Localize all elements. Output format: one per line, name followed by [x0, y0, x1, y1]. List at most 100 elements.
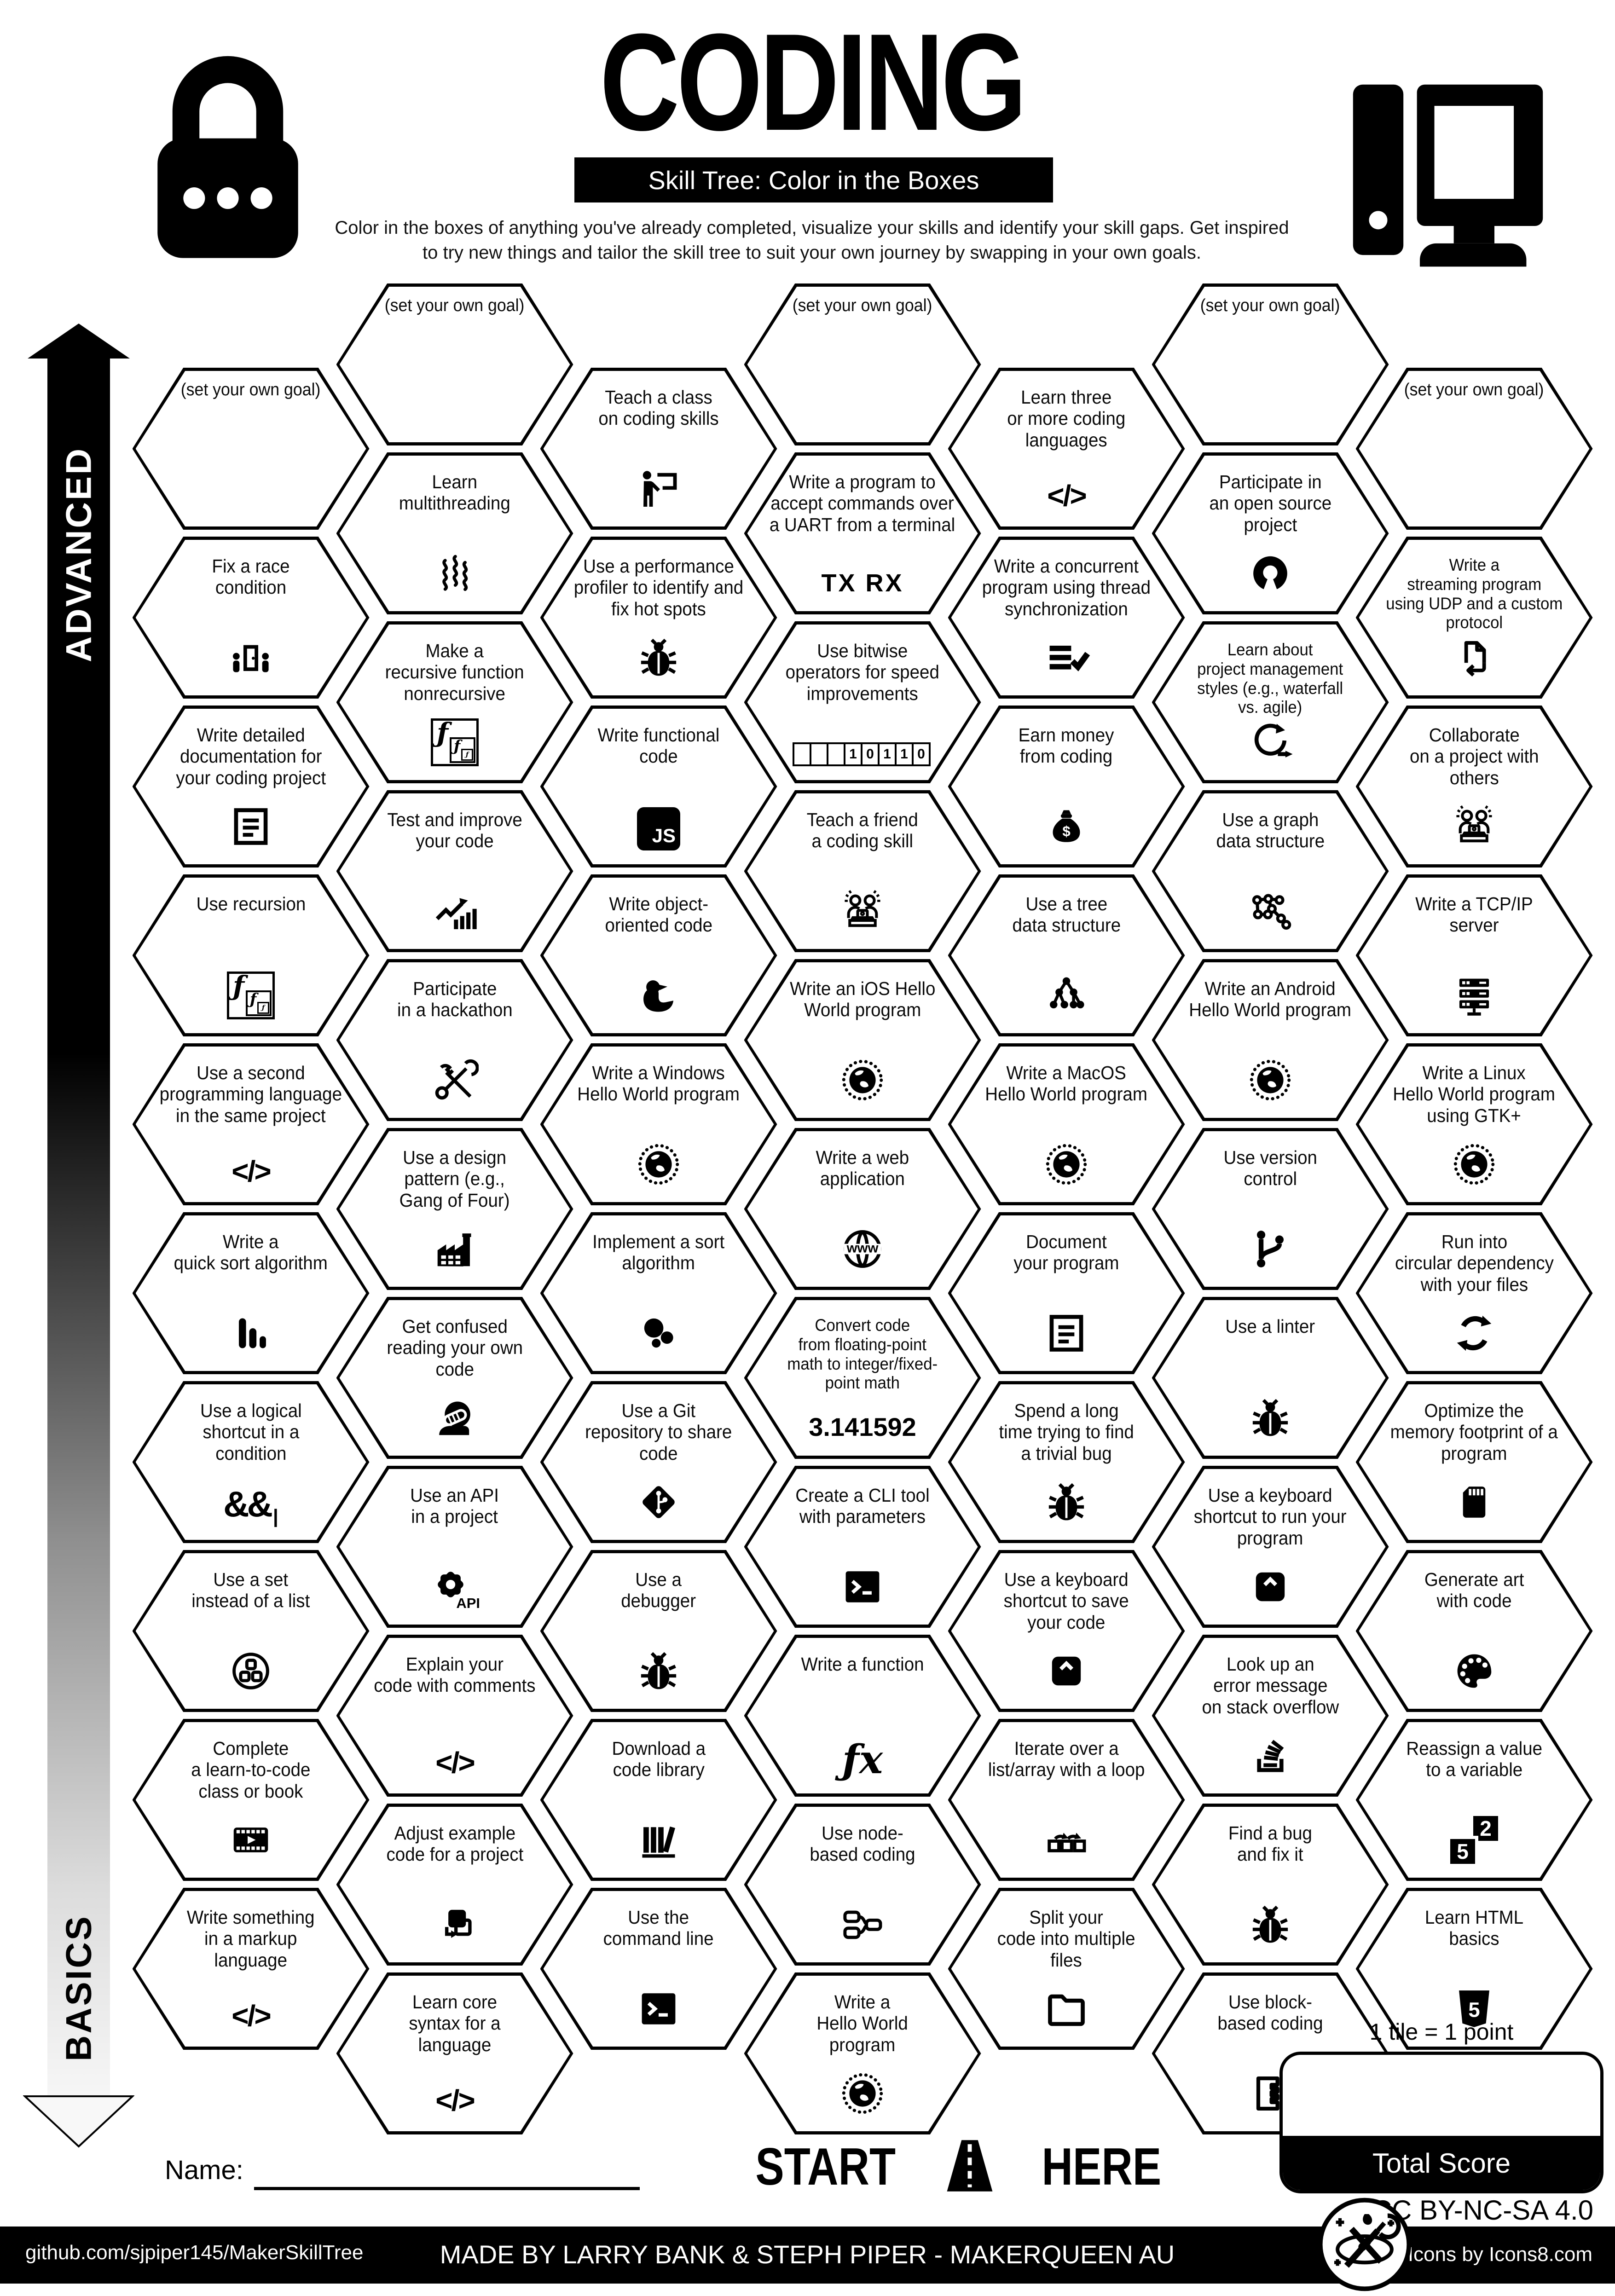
- hex-label: Use a keyboard shortcut to run your prog…: [1193, 1485, 1347, 1549]
- hex-label: (set your own goal): [1404, 380, 1544, 399]
- skill-hex[interactable]: Document your program: [948, 1212, 1185, 1374]
- skill-hex[interactable]: Write a Hello World program: [744, 1972, 981, 2134]
- skill-hex[interactable]: Run into circular dependency with your f…: [1355, 1212, 1593, 1374]
- skill-hex[interactable]: Write an iOS Hello World program: [744, 959, 981, 1121]
- skill-hex[interactable]: Learn about project management styles (e…: [1152, 621, 1389, 783]
- skill-hex[interactable]: Create a CLI tool with parameters: [744, 1466, 981, 1628]
- skill-hex[interactable]: Participate in a hackathon: [336, 959, 573, 1121]
- skill-hex[interactable]: Find a bug and fix it: [1152, 1804, 1389, 1966]
- skill-hex[interactable]: Use a design pattern (e.g., Gang of Four…: [336, 1128, 573, 1290]
- skill-hex[interactable]: Use a second programming language in the…: [132, 1043, 370, 1205]
- hex-label: Use a second programming language in the…: [159, 1062, 342, 1126]
- skill-hex[interactable]: Write a web application www: [744, 1128, 981, 1290]
- skill-hex[interactable]: Test and improve your code: [336, 790, 573, 952]
- skill-hex[interactable]: Write something in a markup language </>: [132, 1888, 370, 2050]
- skill-hex[interactable]: Collaborate on a project with others: [1355, 706, 1593, 868]
- skill-hex[interactable]: Adjust example code for a project: [336, 1804, 573, 1966]
- skill-hex[interactable]: Use node- based coding: [744, 1804, 981, 1966]
- skill-hex[interactable]: Write a MacOS Hello World program: [948, 1043, 1185, 1205]
- skill-hex[interactable]: (set your own goal): [1152, 283, 1389, 445]
- hex-label: Optimize the memory footprint of a progr…: [1390, 1400, 1558, 1464]
- hex-label: Use a linter: [1225, 1316, 1315, 1337]
- skill-hex[interactable]: Use a Git repository to share code: [540, 1381, 777, 1543]
- skill-hex[interactable]: Use recursion ƒ ƒ ƒ: [132, 874, 370, 1036]
- skill-hex[interactable]: Learn HTML basics 5: [1355, 1888, 1593, 2050]
- skill-hex[interactable]: Teach a friend a coding skill: [744, 790, 981, 952]
- hex-face: (set your own goal): [1155, 287, 1386, 442]
- skill-hex[interactable]: Teach a class on coding skills: [540, 368, 777, 530]
- skill-hex[interactable]: Write a quick sort algorithm: [132, 1212, 370, 1374]
- skill-hex[interactable]: Get confused reading your own code: [336, 1297, 573, 1459]
- skill-hex[interactable]: Write a TCP/IP server: [1355, 874, 1593, 1036]
- skill-hex[interactable]: Use a performance profiler to identify a…: [540, 537, 777, 699]
- skill-hex[interactable]: Write a Windows Hello World program: [540, 1043, 777, 1205]
- skill-hex[interactable]: Complete a learn-to-code class or book: [132, 1719, 370, 1881]
- skill-hex[interactable]: Spend a long time trying to find a trivi…: [948, 1381, 1185, 1543]
- code-icon: </>: [435, 2084, 475, 2117]
- hex-label: Use a performance profiler to identify a…: [573, 555, 744, 619]
- hello-world-globe-icon: [839, 2070, 886, 2117]
- skill-hex[interactable]: Learn core syntax for a language </>: [336, 1972, 573, 2134]
- skill-hex[interactable]: (set your own goal): [132, 368, 370, 530]
- hex-label: (set your own goal): [1200, 296, 1340, 315]
- skill-hex[interactable]: Write a program to accept commands over …: [744, 452, 981, 614]
- skill-hex[interactable]: Look up an error message on stack overfl…: [1152, 1635, 1389, 1797]
- skill-hex[interactable]: Write a streaming program using UDP and …: [1355, 537, 1593, 699]
- skill-hex[interactable]: Use bitwise operators for speed improvem…: [744, 621, 981, 783]
- skill-hex[interactable]: Explain your code with comments </>: [336, 1635, 573, 1797]
- skill-hex[interactable]: Convert code from floating-point math to…: [744, 1297, 981, 1459]
- skill-hex[interactable]: Use a tree data structure: [948, 874, 1185, 1036]
- skill-hex[interactable]: Use a debugger: [540, 1550, 777, 1712]
- icons-credit: Icons by Icons8.com: [1407, 2243, 1592, 2266]
- skill-hex[interactable]: Iterate over a list/array with a loop: [948, 1719, 1185, 1881]
- skill-hex[interactable]: Write a function ƒx: [744, 1635, 981, 1797]
- skill-hex[interactable]: Split your code into multiple files: [948, 1888, 1185, 2050]
- skill-hex[interactable]: Download a code library: [540, 1719, 777, 1881]
- skill-hex[interactable]: Generate art with code: [1355, 1550, 1593, 1712]
- name-input-line[interactable]: [254, 2187, 640, 2190]
- hex-label: Run into circular dependency with your f…: [1395, 1231, 1554, 1295]
- skill-hex[interactable]: Use a linter: [1152, 1297, 1389, 1459]
- hex-label: Write a concurrent program using thread …: [982, 555, 1151, 619]
- skill-hex[interactable]: Optimize the memory footprint of a progr…: [1355, 1381, 1593, 1543]
- hex-label: Learn three or more coding languages: [1007, 387, 1126, 451]
- hex-face: (set your own goal): [135, 371, 366, 526]
- hex-face: Write a concurrent program using thread …: [951, 540, 1182, 695]
- hex-label: Test and improve your code: [387, 809, 522, 852]
- skill-hex[interactable]: Use a logical shortcut in a condition && |: [132, 1381, 370, 1543]
- js-icon: JS: [637, 807, 680, 850]
- skill-hex[interactable]: Write an Android Hello World program: [1152, 959, 1389, 1121]
- skill-hex[interactable]: Use a graph data structure: [1152, 790, 1389, 952]
- skill-hex[interactable]: Learn multithreading: [336, 452, 573, 614]
- hex-label: Write something in a markup language: [187, 1907, 315, 1971]
- skill-hex[interactable]: (set your own goal): [744, 283, 981, 445]
- skill-hex[interactable]: Participate in an open source project: [1152, 452, 1389, 614]
- hex-label: Spend a long time trying to find a trivi…: [999, 1400, 1134, 1464]
- skill-hex[interactable]: Use a set instead of a list: [132, 1550, 370, 1712]
- skill-hex[interactable]: Learn three or more coding languages </>: [948, 368, 1185, 530]
- computer-icon: [1330, 50, 1566, 284]
- hex-label: Document your program: [1013, 1231, 1119, 1274]
- skill-hex[interactable]: Use an API in a project API: [336, 1466, 573, 1628]
- skill-hex[interactable]: Implement a sort algorithm: [540, 1212, 777, 1374]
- skill-hex[interactable]: Fix a race condition: [132, 537, 370, 699]
- skill-hex[interactable]: Use a keyboard shortcut to run your prog…: [1152, 1466, 1389, 1628]
- skill-hex[interactable]: Write object- oriented code: [540, 874, 777, 1036]
- total-score-box[interactable]: Total Score: [1279, 2052, 1603, 2193]
- skill-hex[interactable]: Write detailed documentation for your co…: [132, 706, 370, 868]
- skill-hex[interactable]: Reassign a value to a variable 2 5: [1355, 1719, 1593, 1881]
- skill-hex[interactable]: Use a keyboard shortcut to save your cod…: [948, 1550, 1185, 1712]
- skill-hex[interactable]: Write functional code JS: [540, 706, 777, 868]
- skill-hex[interactable]: Write a concurrent program using thread …: [948, 537, 1185, 699]
- skill-hex[interactable]: (set your own goal): [336, 283, 573, 445]
- teacher-icon: [635, 465, 683, 513]
- skill-hex[interactable]: Earn money from coding $: [948, 706, 1185, 868]
- skill-hex[interactable]: (set your own goal): [1355, 368, 1593, 530]
- skill-hex[interactable]: Write a Linux Hello World program using …: [1355, 1043, 1593, 1205]
- library-icon: [635, 1816, 683, 1864]
- hex-label: Write object- oriented code: [605, 893, 712, 936]
- skill-hex[interactable]: Use version control: [1152, 1128, 1389, 1290]
- here-label: HERE: [1042, 2138, 1162, 2196]
- skill-hex[interactable]: Use the command line: [540, 1888, 777, 2050]
- skill-hex[interactable]: Make a recursive function nonrecursive ƒ ƒ…: [336, 621, 573, 783]
